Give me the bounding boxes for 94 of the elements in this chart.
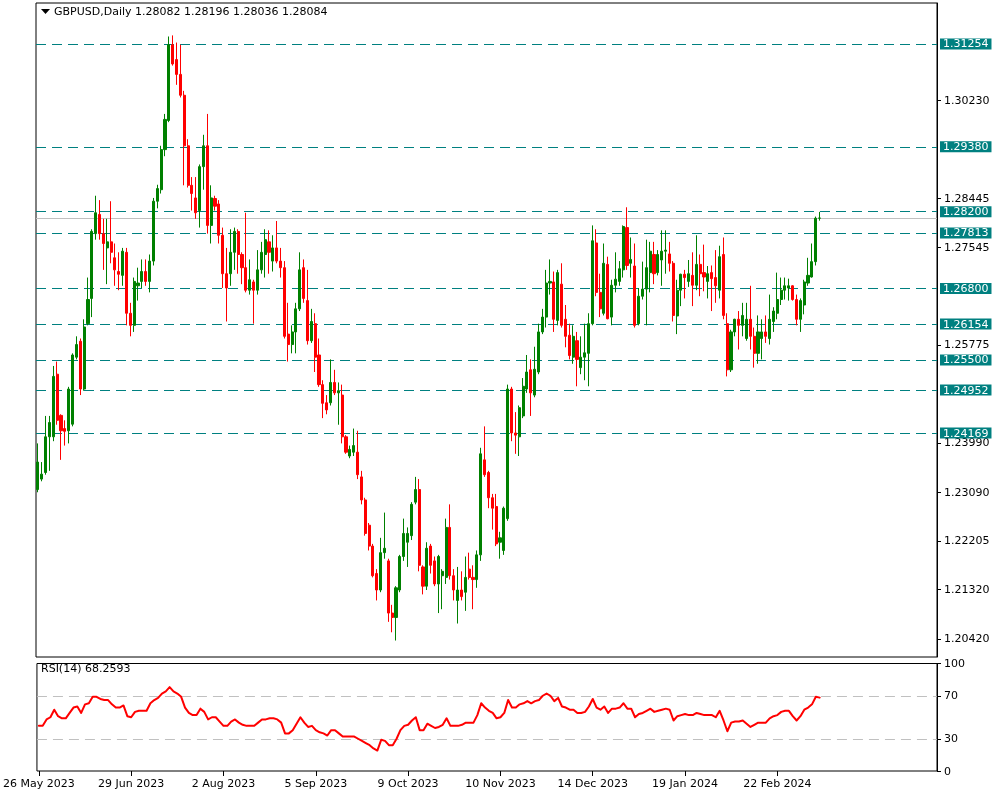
x-tick-label: 5 Sep 2023 — [284, 777, 348, 790]
candlestick — [556, 269, 559, 326]
ref-line-label: 1.28200 — [943, 205, 989, 219]
candlestick — [267, 229, 271, 275]
x-tick-label: 19 Jan 2024 — [652, 777, 719, 790]
candlestick — [271, 234, 274, 273]
y-tick-label: 1.20420 — [944, 632, 990, 646]
x-tick-label: 29 Jun 2023 — [98, 777, 165, 790]
candlestick — [633, 243, 636, 329]
candlestick — [706, 265, 709, 299]
candlestick — [695, 234, 698, 291]
candlestick — [144, 258, 147, 287]
candlestick — [760, 318, 763, 360]
ref-line-label: 1.31254 — [943, 37, 989, 51]
y-tick-label: 1.30230 — [944, 93, 990, 107]
candlestick — [745, 302, 748, 342]
candlestick — [602, 243, 605, 316]
candlestick — [552, 271, 555, 333]
y-tick-label: 1.21320 — [944, 582, 990, 596]
x-tick-label: 26 May 2023 — [2, 777, 75, 790]
candlestick — [529, 358, 532, 417]
ref-line-label: 1.24952 — [943, 383, 989, 397]
y-tick-label: 1.23090 — [944, 485, 990, 499]
candlestick — [456, 566, 459, 624]
candlestick — [244, 212, 247, 293]
candlestick — [683, 269, 686, 299]
x-tick-label: 22 Feb 2024 — [743, 777, 812, 790]
candlestick — [741, 302, 744, 337]
y-tick-label: 70 — [944, 689, 958, 703]
candlestick — [252, 279, 255, 325]
candlestick — [117, 251, 120, 291]
chart-title: GBPUSD,Daily 1.28082 1.28196 1.28036 1.28084 — [54, 5, 328, 18]
x-tick-label: 10 Nov 2023 — [465, 777, 536, 790]
candlestick — [464, 556, 467, 612]
candlestick — [783, 277, 786, 301]
candlestick — [352, 428, 355, 457]
candlestick — [79, 338, 82, 396]
y-tick-label: 1.27545 — [944, 241, 990, 255]
candlestick — [625, 206, 629, 271]
line-series — [37, 686, 821, 752]
candlestick — [437, 554, 440, 614]
candlestick — [425, 541, 428, 591]
candlestick — [660, 229, 663, 287]
ref-line-label: 1.29380 — [943, 140, 989, 154]
candlestick — [768, 294, 771, 346]
y-tick-label: 30 — [944, 732, 958, 746]
candlestick — [687, 259, 690, 288]
candlestick — [194, 176, 197, 220]
candlestick — [264, 228, 267, 279]
candlestick — [44, 415, 47, 476]
candlestick — [248, 258, 251, 296]
y-tick-label: 1.25775 — [944, 338, 990, 352]
candlestick — [460, 570, 463, 601]
candlestick — [737, 310, 740, 350]
candlestick — [36, 442, 39, 493]
candlestick — [414, 476, 417, 505]
candlestick — [652, 241, 656, 285]
candlestick — [756, 314, 760, 365]
candlestick — [606, 256, 609, 320]
candlestick — [718, 245, 721, 299]
candlestick — [302, 258, 305, 304]
candlestick — [121, 247, 124, 287]
candlestick — [333, 369, 336, 396]
y-tick-label: 100 — [944, 657, 965, 670]
y-tick-label: 1.28445 — [944, 191, 990, 205]
candlestick — [575, 331, 579, 387]
ref-line-label: 1.25500 — [943, 353, 989, 367]
candlestick — [306, 269, 309, 346]
candlestick — [106, 218, 109, 285]
candlestick — [210, 184, 213, 245]
candlestick — [495, 493, 498, 547]
candlestick — [764, 314, 767, 344]
x-tick-label: 14 Dec 2023 — [557, 777, 628, 790]
candlestick — [572, 324, 575, 365]
candlestick — [206, 113, 209, 235]
candlestick — [787, 278, 790, 302]
candlestick — [229, 228, 232, 287]
candlestick — [310, 308, 313, 344]
y-tick-label: 1.22205 — [944, 534, 990, 548]
candlestick — [356, 430, 359, 480]
x-tick-label: 2 Aug 2023 — [191, 777, 256, 790]
ref-line-label: 1.26800 — [943, 282, 989, 296]
candlestick — [645, 239, 648, 326]
ref-line-label: 1.26154 — [943, 317, 989, 331]
candlestick — [702, 244, 706, 292]
y-tick-label: 0 — [944, 764, 951, 778]
candlestick — [83, 318, 86, 392]
candlestick — [629, 236, 632, 279]
candlestick — [329, 358, 332, 406]
chart-title: RSI(14) 68.2593 — [41, 662, 131, 675]
ref-line-label: 1.27813 — [943, 226, 989, 240]
candlestick — [337, 381, 340, 426]
x-tick-label: 9 Oct 2023 — [377, 777, 439, 790]
candlestick — [691, 251, 694, 307]
